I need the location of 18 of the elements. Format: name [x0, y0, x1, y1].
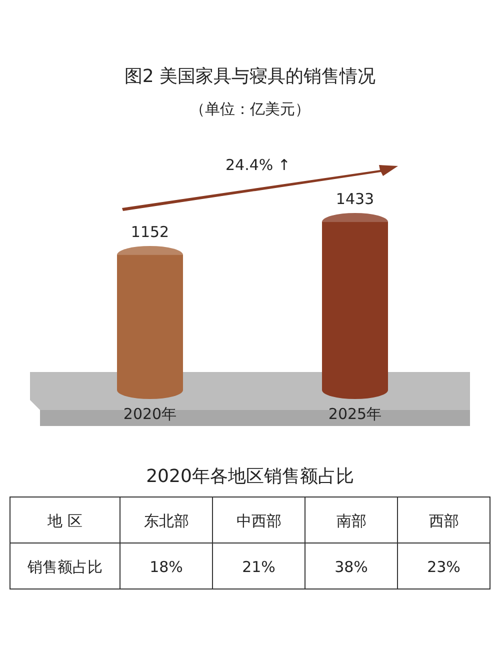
- x-tick-label: 2020年: [123, 405, 177, 423]
- data-label: 1152: [130, 222, 170, 241]
- data-label: 18%: [150, 558, 183, 576]
- data-label: 21%: [242, 558, 276, 576]
- category-label: 南部: [336, 512, 366, 530]
- data-label: 1433: [336, 190, 374, 208]
- text: 销售额占比: [26, 558, 102, 576]
- chart-subtitle: （单位：亿美元）: [190, 100, 310, 118]
- data-label: 23%: [427, 558, 460, 576]
- category-label: 东北部: [144, 512, 189, 530]
- data-label: 38%: [334, 558, 368, 576]
- text: 地 区: [46, 512, 82, 530]
- category-label: 中西部: [236, 512, 282, 530]
- chart-title: 图2 美国家具与寝具的销售情况: [124, 66, 376, 87]
- category-label: 西部: [428, 512, 459, 530]
- text: 2020年各地区销售额占比: [146, 466, 354, 487]
- x-tick-label: 2025年: [328, 405, 382, 423]
- text: 24.4% ↑: [226, 156, 290, 174]
